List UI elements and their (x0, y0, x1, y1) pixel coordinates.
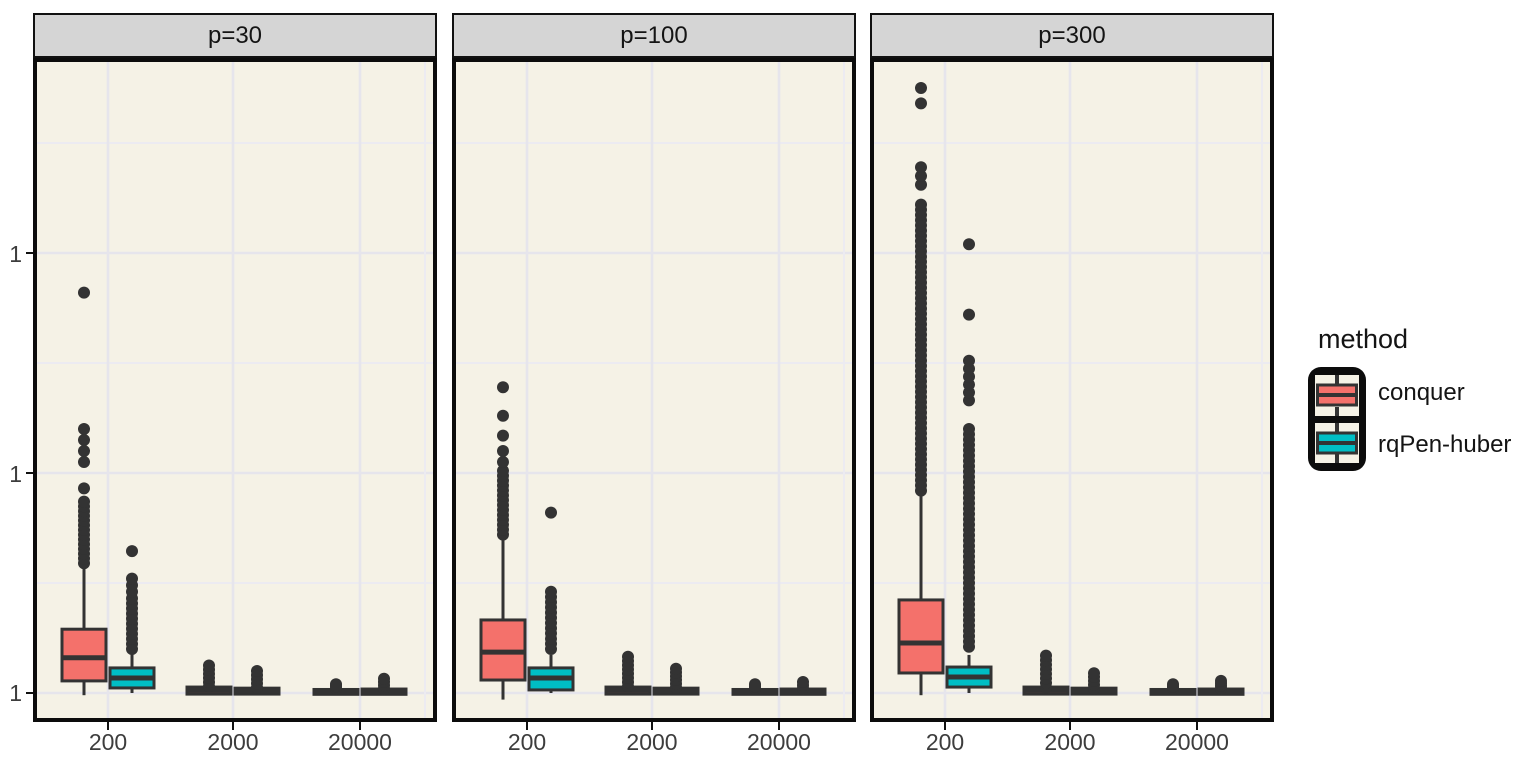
x-axis-tick (944, 722, 946, 730)
boxplot-canvas (456, 62, 852, 718)
x-axis-tick (107, 722, 109, 730)
boxplot-whisker-icon (1335, 454, 1339, 463)
legend-title: method (1318, 324, 1409, 354)
x-axis-tick (526, 722, 528, 730)
y-axis-tick (26, 472, 33, 474)
legend-label-conquer: conquer (1378, 379, 1465, 406)
facet-strip: p=100 (452, 13, 856, 58)
y-axis-tick-label: 1 (9, 241, 22, 267)
boxplot-canvas (37, 62, 433, 718)
x-axis-tick (651, 722, 653, 730)
facet-strip-label: p=30 (207, 21, 263, 49)
y-axis-tick-label: 1 (9, 680, 22, 706)
facet-p300: p=300 200 2000 20000 (870, 0, 1274, 768)
y-axis: 1 1 1 (0, 0, 33, 768)
y-axis-tick-label: 1 (9, 461, 22, 487)
x-axis-tick-label: 20000 (1165, 729, 1229, 755)
x-axis-tick-label: 2000 (626, 729, 678, 755)
legend-key-block (1308, 367, 1366, 471)
legend-key-rqpen-huber (1315, 422, 1359, 463)
plot-panel (870, 58, 1274, 722)
facet-strip-label: p=300 (1038, 21, 1106, 49)
legend-label-rqpen-huber: rqPen-huber (1378, 431, 1512, 458)
facet-p100: p=100 200 2000 20000 (452, 0, 856, 768)
plot-panel (452, 58, 856, 722)
x-axis-tick-label: 20000 (328, 729, 392, 755)
x-axis-tick-label: 2000 (1044, 729, 1096, 755)
boxplot-whisker-icon (1335, 422, 1339, 432)
boxplot-whisker-icon (1335, 375, 1339, 384)
facet-strip: p=30 (33, 13, 437, 58)
y-axis-tick (26, 252, 33, 254)
x-axis-tick (1069, 722, 1071, 730)
x-axis-tick-label: 2000 (207, 729, 259, 755)
x-axis-tick (778, 722, 780, 730)
boxplot-median-icon (1319, 440, 1355, 445)
boxplot-canvas (874, 62, 1270, 718)
facet-strip: p=300 (870, 13, 1274, 58)
y-axis-tick (26, 692, 33, 694)
x-axis-tick-label: 200 (88, 729, 128, 755)
facet-strip-label: p=100 (620, 21, 688, 49)
x-axis-tick-label: 200 (925, 729, 965, 755)
x-axis-tick (1196, 722, 1198, 730)
x-axis-tick-label: 200 (507, 729, 547, 755)
legend: method conquer rqPen-huber (1308, 324, 1536, 471)
legend-key-conquer (1315, 375, 1359, 416)
plot-panel (33, 58, 437, 722)
x-axis-tick (232, 722, 234, 730)
facet-p30: p=30 200 2000 20000 (33, 0, 437, 768)
boxplot-median-icon (1319, 393, 1355, 398)
x-axis-tick (359, 722, 361, 730)
x-axis-tick-label: 20000 (747, 729, 811, 755)
boxplot-whisker-icon (1335, 406, 1339, 416)
